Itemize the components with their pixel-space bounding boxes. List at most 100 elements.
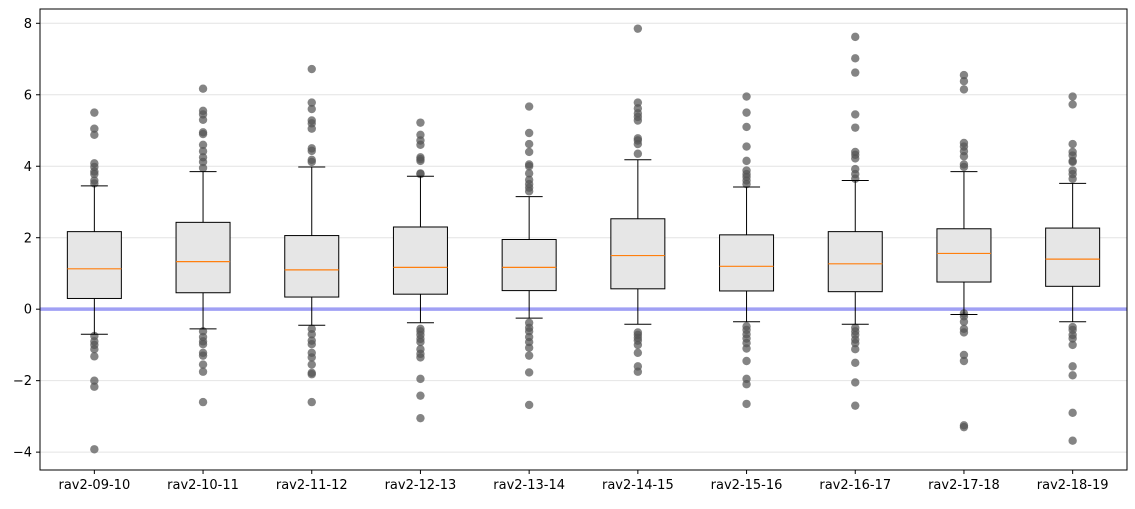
outlier-point (90, 382, 99, 391)
outlier-point (307, 98, 316, 107)
outlier-point (959, 70, 969, 80)
outlier-point (959, 328, 969, 337)
outlier-point (198, 360, 208, 369)
outlier-point (851, 54, 860, 63)
box-group (719, 92, 775, 409)
x-tick-label: rav2-13-14 (493, 478, 565, 493)
box-group (1045, 92, 1101, 445)
outlier-point (959, 356, 969, 366)
outlier-point (1068, 340, 1077, 350)
outlier-point (307, 370, 316, 379)
x-tick-label: rav2-15-16 (711, 478, 783, 493)
outlier-point (90, 376, 99, 385)
outlier-point (959, 85, 969, 94)
outlier-point (307, 353, 316, 362)
outlier-point (633, 139, 643, 149)
outlier-point (307, 146, 316, 156)
outlier-point (90, 445, 99, 454)
outlier-point (198, 351, 208, 360)
outlier-point (851, 110, 860, 119)
outlier-point (416, 391, 425, 400)
outlier-point (416, 118, 425, 127)
outlier-point (1068, 371, 1077, 380)
outlier-point (1068, 408, 1077, 418)
outlier-point (90, 352, 99, 361)
outlier-point (524, 343, 534, 352)
outlier-point (742, 380, 751, 389)
outlier-point (959, 152, 969, 161)
outlier-point (742, 399, 751, 409)
outlier-point (1068, 174, 1077, 183)
box-group (284, 64, 340, 407)
outlier-point (959, 317, 969, 326)
outlier-point (524, 187, 534, 196)
outlier-point (851, 338, 860, 348)
y-tick-label: −2 (13, 374, 32, 389)
outlier-point (742, 142, 751, 151)
outlier-point (633, 367, 643, 376)
x-tick-label: rav2-14-15 (602, 478, 674, 493)
y-tick-label: 4 (24, 160, 32, 175)
outlier-point (742, 356, 751, 366)
x-tick-label: rav2-09-10 (58, 478, 130, 493)
outlier-point (959, 162, 969, 172)
outlier-point (742, 156, 751, 166)
outlier-point (90, 124, 99, 133)
outlier-point (742, 92, 751, 101)
outlier-point (416, 413, 425, 423)
outlier-point (198, 140, 208, 149)
outlier-point (90, 130, 99, 139)
box-group (610, 24, 666, 376)
outlier-point (307, 340, 316, 349)
outlier-point (851, 123, 860, 132)
box-iqr (392, 226, 448, 295)
outlier-point (1068, 157, 1077, 167)
outlier-point (198, 340, 208, 349)
y-tick-label: 0 (24, 303, 32, 318)
outlier-point (633, 116, 643, 125)
outlier-point (198, 367, 208, 376)
outlier-point (198, 147, 208, 156)
axis-layer: −4 −2 0 2 4 6 8 rav2-09-10 rav2-10-11 rav2-11-12 r… (13, 8, 1128, 493)
outlier-point (851, 401, 860, 410)
outlier-point (851, 154, 860, 163)
outlier-point (742, 108, 751, 117)
x-tick-label: rav2-17-18 (928, 478, 1000, 493)
outlier-point (198, 157, 208, 167)
outlier-point (524, 128, 534, 138)
outlier-point (742, 344, 751, 353)
outlier-point (959, 350, 969, 360)
outlier-point (307, 360, 316, 369)
outlier-point (959, 422, 969, 432)
outlier-point (851, 378, 860, 387)
outlier-point (90, 108, 99, 117)
outlier-point (416, 140, 425, 149)
outlier-point (1068, 92, 1077, 101)
x-tick-label: rav2-16-17 (819, 478, 891, 493)
plot-frame (39, 8, 1128, 471)
outlier-point (198, 129, 208, 139)
outlier-point (416, 337, 425, 347)
box-group (936, 70, 992, 432)
box-iqr (175, 221, 231, 294)
box-group (66, 108, 122, 454)
outlier-point (633, 340, 643, 350)
y-tick-label: 2 (24, 231, 32, 246)
outlier-point (1068, 139, 1077, 149)
outlier-point (633, 24, 643, 33)
box-group (827, 32, 883, 410)
outlier-point (307, 157, 316, 167)
box-group (501, 102, 557, 410)
outlier-point (851, 68, 860, 77)
x-tick-label: rav2-10-11 (167, 478, 239, 493)
outlier-point (416, 156, 425, 166)
box-iqr (284, 235, 340, 298)
outlier-point (633, 348, 643, 357)
outlier-point (524, 139, 534, 149)
outlier-point (1068, 362, 1077, 371)
outlier-point (307, 64, 316, 74)
box-iqr (936, 228, 992, 283)
y-tick-label: −4 (13, 446, 32, 461)
y-tick-label: 8 (24, 17, 32, 32)
